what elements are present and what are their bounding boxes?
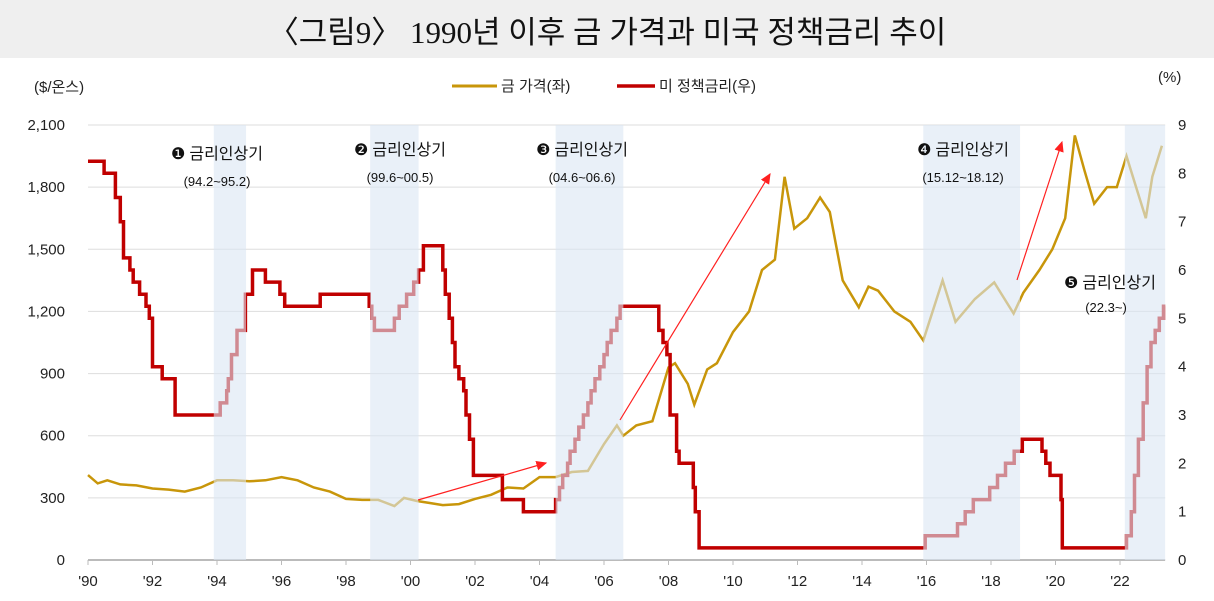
hike-period-shade — [555, 125, 624, 560]
hike-period-range: (04.6~06.6) — [549, 170, 616, 185]
left-tick-label: 900 — [40, 366, 65, 383]
x-tick-label: '04 — [530, 573, 550, 590]
x-tick-label: '12 — [788, 573, 808, 590]
period-label: 금리인상기 — [372, 141, 446, 159]
period-number: ❹ — [917, 142, 931, 159]
right-tick-label: 2 — [1178, 455, 1186, 472]
x-tick-label: '96 — [272, 573, 292, 590]
hike-period-label: ❺ 금리인상기 — [1064, 274, 1156, 292]
x-tick-label: '16 — [917, 573, 937, 590]
left-tick-label: 300 — [40, 490, 65, 507]
x-tick-label: '08 — [659, 573, 679, 590]
period-label: 금리인상기 — [935, 141, 1009, 159]
right-tick-label: 0 — [1178, 552, 1186, 569]
x-tick-label: '92 — [143, 573, 163, 590]
trend-arrow — [1016, 140, 1064, 281]
x-tick-label: '22 — [1110, 573, 1130, 590]
period-number: ❷ — [354, 142, 368, 159]
period-number: ❸ — [536, 142, 550, 159]
x-tick-label: '98 — [336, 573, 356, 590]
right-tick-label: 8 — [1178, 165, 1186, 182]
x-tick-label: '06 — [594, 573, 614, 590]
right-tick-label: 9 — [1178, 117, 1186, 134]
x-tick-label: '02 — [465, 573, 485, 590]
period-label: 금리인상기 — [189, 145, 263, 163]
hike-period-range: (94.2~95.2) — [184, 174, 251, 189]
hike-period-shade — [213, 125, 247, 560]
title-bar: 〈그림9〉 1990년 이후 금 가격과 미국 정책금리 추이 — [0, 0, 1214, 58]
hike-period-label: ❶ 금리인상기 — [171, 145, 263, 163]
period-label: 금리인상기 — [554, 141, 628, 159]
hike-period-label: ❷ 금리인상기 — [354, 141, 446, 159]
left-tick-label: 600 — [40, 428, 65, 445]
x-tick-label: '00 — [401, 573, 421, 590]
x-tick-label: '18 — [981, 573, 1001, 590]
left-tick-label: 1,800 — [27, 179, 65, 196]
x-tick-label: '10 — [723, 573, 743, 590]
right-tick-label: 6 — [1178, 262, 1186, 279]
hike-period-range: (22.3~) — [1085, 300, 1127, 315]
hike-period-label: ❹ 금리인상기 — [917, 141, 1009, 159]
trend-arrow — [417, 461, 548, 501]
right-tick-label: 3 — [1178, 407, 1186, 424]
x-tick-label: '14 — [852, 573, 872, 590]
left-axis-unit: ($/온스) — [34, 79, 84, 96]
trend-arrow — [619, 172, 771, 421]
x-tick-label: '20 — [1046, 573, 1066, 590]
legend-gold-label: 금 가격(좌) — [501, 78, 570, 95]
period-number: ❺ — [1064, 275, 1078, 292]
hike-period-range: (99.6~00.5) — [367, 170, 434, 185]
left-tick-label: 1,200 — [27, 303, 65, 320]
right-tick-label: 7 — [1178, 214, 1186, 231]
right-axis-unit: (%) — [1158, 69, 1181, 86]
legend-rate-label: 미 정책금리(우) — [659, 78, 756, 95]
period-number: ❶ — [171, 146, 185, 163]
right-tick-label: 1 — [1178, 504, 1186, 521]
right-tick-label: 4 — [1178, 359, 1186, 376]
hike-period-shade — [370, 125, 419, 560]
period-label: 금리인상기 — [1082, 274, 1156, 292]
x-tick-label: '94 — [207, 573, 227, 590]
hike-period-shade — [1124, 125, 1166, 560]
chart-title: 〈그림9〉 1990년 이후 금 가격과 미국 정책금리 추이 — [267, 14, 947, 50]
right-tick-label: 5 — [1178, 310, 1186, 327]
x-tick-label: '90 — [78, 573, 98, 590]
hike-period-label: ❸ 금리인상기 — [536, 141, 628, 159]
left-tick-label: 1,500 — [27, 241, 65, 258]
hike-period-shade — [923, 125, 1021, 560]
left-tick-label: 2,100 — [27, 117, 65, 134]
left-tick-label: 0 — [57, 552, 65, 569]
hike-period-range: (15.12~18.12) — [922, 170, 1003, 185]
